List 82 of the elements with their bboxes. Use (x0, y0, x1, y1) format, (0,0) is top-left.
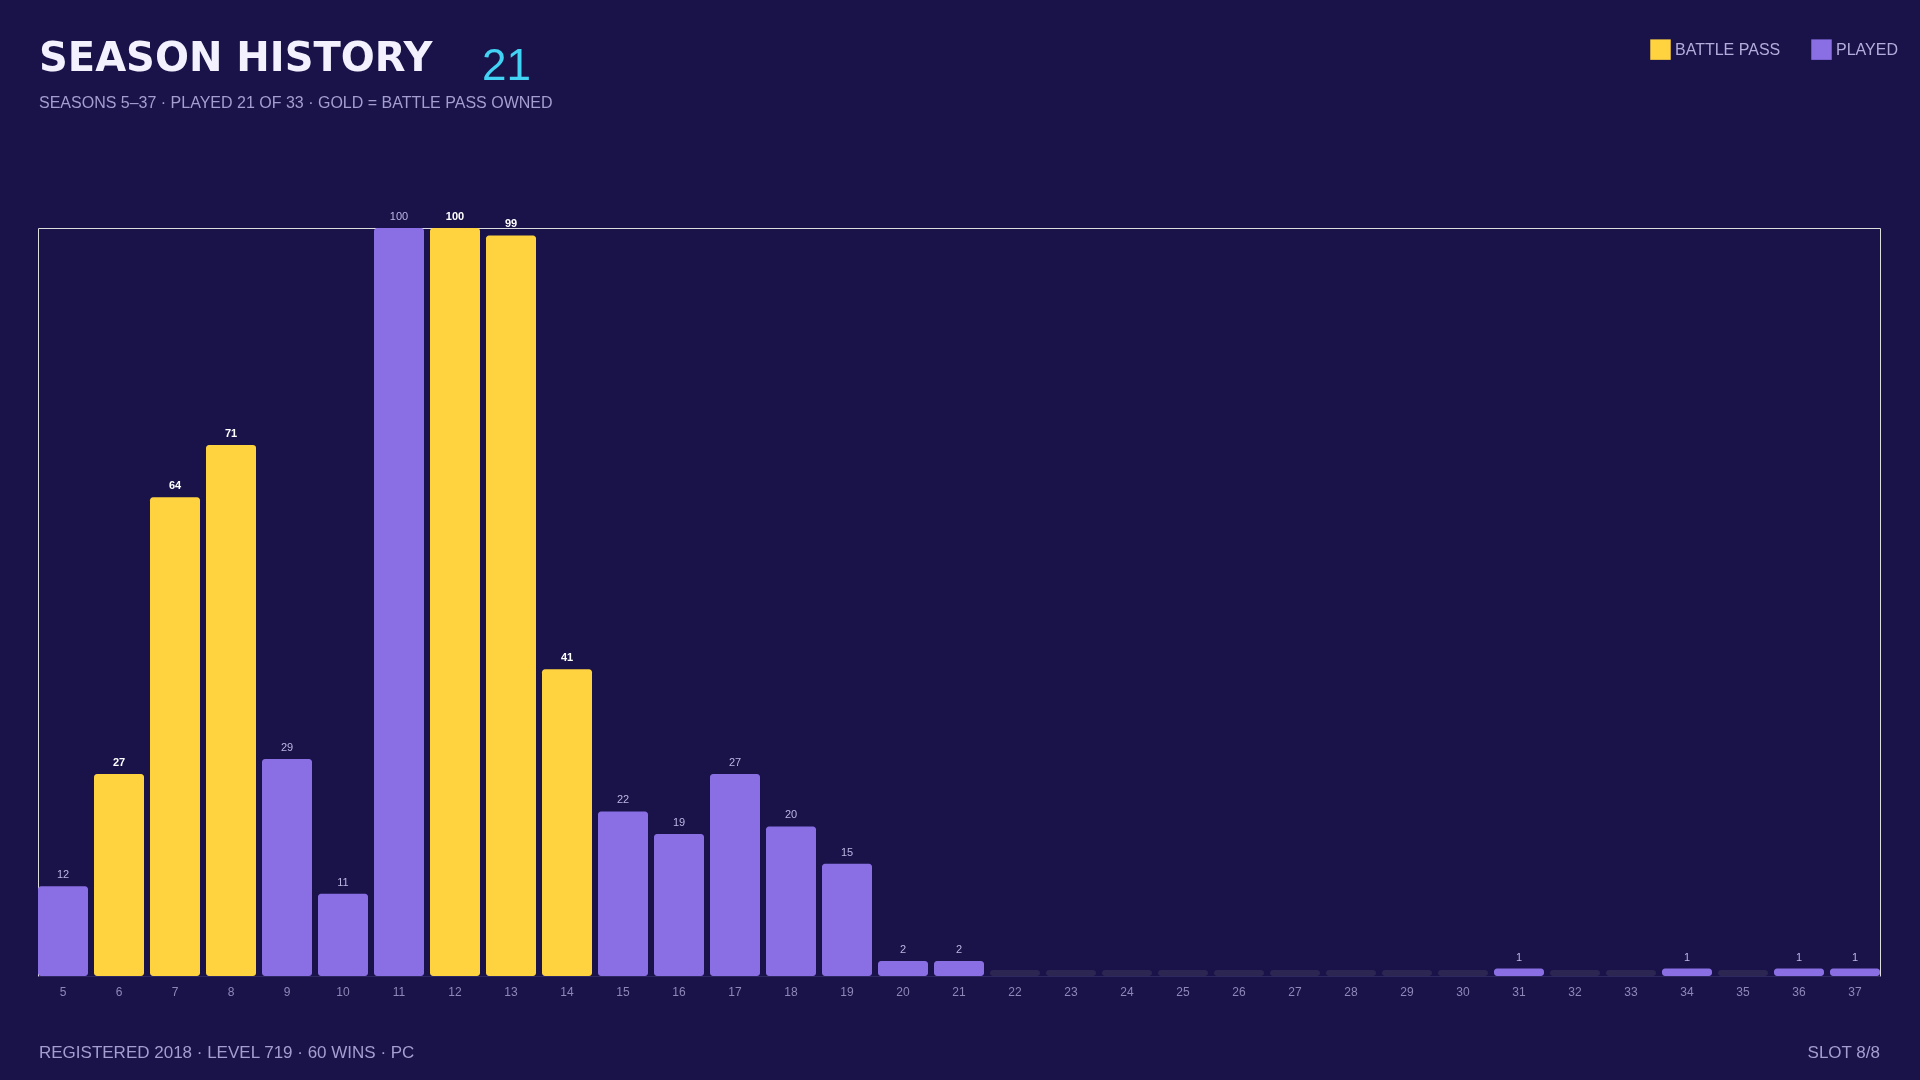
x-tick-label: 22 (1008, 984, 1022, 999)
data-label: 22 (616, 793, 630, 806)
bar (318, 893, 369, 976)
data-label: 2 (955, 943, 963, 956)
x-tick-label: 23 (1064, 984, 1078, 999)
text: SLOT 8/8 (1807, 1043, 1880, 1062)
data-label: 71 (224, 426, 238, 439)
text: REGISTERED 2018 · LEVEL 719 · 60 WINS · PC (39, 1043, 415, 1062)
bar (374, 228, 425, 976)
data-label: 20 (784, 808, 798, 821)
data-label: 99 (504, 217, 518, 230)
data-label: 2 (899, 943, 907, 956)
x-tick-label: 11 (392, 984, 406, 999)
x-tick-label: 7 (171, 984, 179, 999)
x-tick-label: 37 (1848, 984, 1862, 999)
x-tick-label: 28 (1344, 984, 1358, 999)
x-tick-label: 9 (283, 984, 291, 999)
bar (1773, 968, 1824, 976)
x-tick-label: 32 (1568, 984, 1582, 999)
bar (150, 497, 201, 976)
x-tick-label: 13 (504, 984, 518, 999)
data-label: 15 (840, 845, 854, 858)
bar (94, 774, 145, 976)
bar (1661, 968, 1712, 976)
x-tick-label: 16 (672, 984, 686, 999)
data-label: 64 (168, 479, 182, 492)
x-tick-label: 14 (560, 984, 574, 999)
x-tick-label: 26 (1232, 984, 1246, 999)
data-label: 41 (560, 651, 574, 664)
data-label: 29 (280, 741, 294, 754)
x-tick-label: 12 (448, 984, 462, 999)
bar (766, 826, 816, 976)
x-tick-label: 25 (1176, 984, 1190, 999)
bar (542, 669, 593, 976)
x-tick-label: 5 (59, 984, 67, 999)
x-tick-label: 33 (1624, 984, 1638, 999)
bar (206, 444, 257, 976)
x-tick-label: 35 (1736, 984, 1750, 999)
chart-subtitle: SEASONS 5–37 · PLAYED 21 OF 33 · GOLD = BATTLE PASS OWNED (39, 94, 553, 111)
bar (430, 228, 481, 976)
data-label: 1 (1683, 950, 1691, 963)
chart-title: SEASON HISTORY (39, 34, 434, 80)
bar (710, 774, 760, 976)
x-tick-label: 20 (896, 984, 910, 999)
data-label: 1 (1851, 950, 1859, 963)
bar (262, 759, 313, 976)
bar (1829, 968, 1880, 976)
x-tick-label: 17 (728, 984, 742, 999)
x-tick-label: 30 (1456, 984, 1470, 999)
legend-label: BATTLE PASS (1675, 40, 1781, 58)
data-label: 11 (337, 875, 349, 888)
bar (1493, 968, 1544, 976)
data-label: 27 (112, 756, 126, 769)
bar (878, 961, 928, 976)
x-tick-label: 15 (616, 984, 630, 999)
x-tick-label: 36 (1792, 984, 1806, 999)
bar (934, 961, 984, 976)
bar (38, 886, 89, 976)
legend-label: PLAYED (1836, 40, 1898, 58)
x-tick-label: 24 (1120, 984, 1134, 999)
data-label: 100 (389, 210, 409, 222)
data-label: 27 (728, 756, 742, 769)
bar (486, 235, 537, 976)
x-tick-label: 27 (1288, 984, 1302, 999)
x-tick-label: 18 (784, 984, 798, 999)
x-tick-label: 8 (227, 984, 235, 999)
data-label: 100 (445, 210, 465, 222)
x-tick-label: 31 (1512, 984, 1526, 999)
x-tick-label: 19 (840, 984, 854, 999)
bar (822, 863, 872, 976)
x-tick-label: 29 (1400, 984, 1414, 999)
bar (654, 833, 705, 976)
data-label: 12 (56, 868, 70, 881)
bar (598, 811, 649, 976)
data-label: 1 (1515, 950, 1523, 963)
data-label: 1 (1795, 950, 1803, 963)
data-label: 19 (672, 815, 686, 828)
x-tick-label: 34 (1680, 984, 1694, 999)
x-tick-label: 6 (115, 984, 123, 999)
x-tick-label: 21 (952, 984, 966, 999)
x-tick-label: 10 (336, 984, 350, 999)
text: 21 (482, 40, 531, 89)
